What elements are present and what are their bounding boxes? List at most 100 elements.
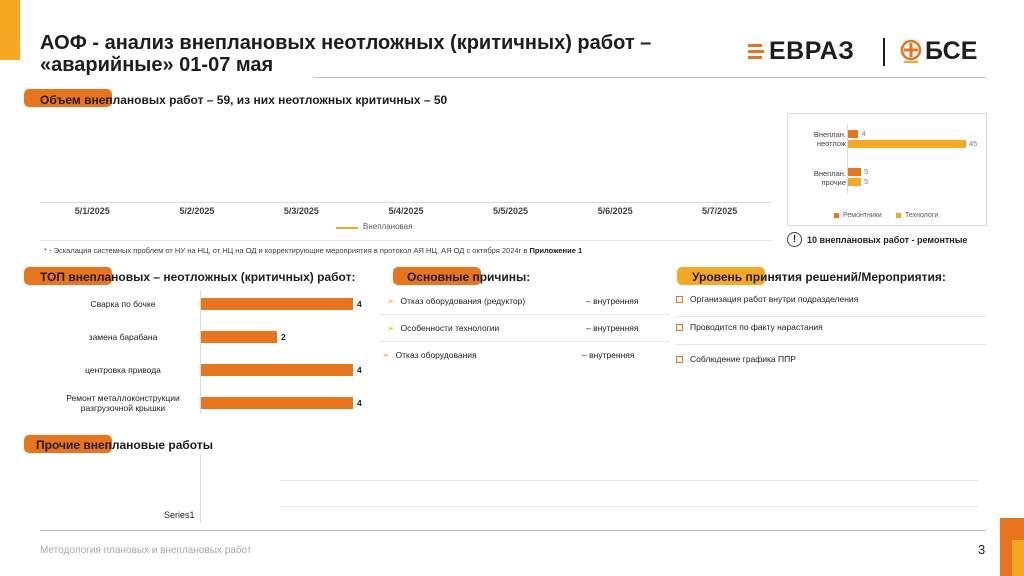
side-chart-bar [848, 168, 862, 176]
top-chart-value-label: 4 [357, 365, 362, 375]
section-top-marker [24, 267, 112, 285]
main-chart-x-label: 5/3/2025 [283, 206, 319, 216]
top-chart-category-label: центровка привода [48, 365, 198, 375]
repair-note-text: 10 внеплановых работ - ремонтные [807, 234, 968, 245]
section-volume-marker [24, 89, 112, 107]
main-chart-legend-line [336, 227, 358, 229]
legend-label-repair: Ремонтники [843, 212, 882, 219]
side-chart-bar [848, 140, 966, 148]
other-chart-gridline [280, 506, 978, 507]
cause-item: ➢ Отказ оборудования [382, 350, 477, 361]
measure-item: Организация работ внутри подразделения [676, 294, 858, 304]
accent-tab [0, 0, 20, 60]
top-chart-bar [201, 364, 353, 376]
main-chart-x-label: 5/6/2025 [597, 206, 633, 216]
page-number: 3 [978, 542, 986, 557]
side-chart-bar [848, 178, 862, 186]
cause-item: ➢ Отказ оборудования (редуктор) [387, 296, 525, 307]
arrow-bullet-icon: ➢ [382, 350, 390, 360]
top-chart-category-line: разгрузочной крышки [80, 403, 166, 413]
side-chart-category-2-line-2: прочие [821, 178, 846, 187]
side-chart-value-label: 4 [861, 129, 866, 138]
measure-item: Соблюдение графика ППР [676, 354, 796, 364]
cause-type: – внутренняя [586, 323, 639, 333]
section-causes-marker [393, 267, 481, 285]
top-chart-category-label: Сварка по бочке [48, 299, 198, 309]
cause-text: Отказ оборудования [395, 350, 477, 360]
side-chart-category-1-line-2: неотлож [816, 139, 846, 148]
cause-divider [380, 341, 670, 342]
cause-text: Отказ оборудования (редуктор) [400, 296, 526, 306]
arrow-bullet-icon: ➢ [387, 296, 395, 306]
top-chart-bar [201, 331, 277, 343]
main-chart-x-label: 5/1/2025 [74, 206, 110, 216]
top-chart-axis [200, 290, 201, 414]
footnote: * - Эскалация системных проблем от НУ на… [44, 246, 582, 255]
footer-text: Методология плановых и внеплановых работ [40, 545, 252, 556]
cause-item: ➢ Особенности технологии [387, 323, 499, 334]
side-chart-legend-repair: Ремонтники [834, 212, 882, 219]
side-chart-axis [847, 124, 848, 194]
main-chart-x-label: 5/5/2025 [493, 206, 529, 216]
corner-accent-yellow [1012, 540, 1024, 576]
side-chart-category-1-line-1: Внеплан. [813, 130, 846, 139]
checkbox-bullet-icon [676, 355, 683, 363]
side-chart-category-2-line-1: Внеплан. [813, 169, 846, 178]
other-chart-series-label: Series1 [164, 510, 195, 520]
bse-logo-emblem [900, 39, 922, 63]
section-measures-marker [677, 267, 765, 285]
side-chart-bar [848, 130, 859, 138]
checkbox-bullet-icon [676, 295, 683, 303]
evraz-logo: ЕВРАЗ [748, 37, 854, 66]
measure-text: Организация работ внутри подразделения [690, 294, 859, 304]
exclamation-icon: ! [787, 232, 802, 247]
cause-text: Особенности технологии [400, 323, 500, 333]
page-title-line-2: «аварийные» 01-07 мая [40, 54, 274, 76]
measure-divider [676, 316, 986, 317]
section-volume-title: Объем внеплановых работ – 59, из них нео… [40, 93, 448, 107]
measure-text: Соблюдение графика ППР [690, 354, 796, 364]
legend-swatch-tech [896, 213, 901, 218]
top-chart-value-label: 2 [281, 332, 286, 342]
footer-divider [40, 530, 986, 531]
bse-logo-text: БСЕ [925, 37, 978, 65]
measure-divider [676, 344, 986, 345]
measure-text: Проводится по факту нарастания [690, 322, 823, 332]
side-chart-value-label: 45 [969, 139, 978, 148]
checkbox-bullet-icon [676, 323, 683, 331]
top-chart-category-line: центровка привода [85, 365, 161, 375]
evraz-logo-text: ЕВРАЗ [769, 37, 855, 65]
section-causes-title: Основные причины: [407, 270, 531, 284]
cause-type: – внутренняя [586, 296, 639, 306]
top-chart-category-label: замена барабана [48, 332, 198, 342]
arrow-bullet-icon: ➢ [387, 323, 395, 333]
side-chart-category-1: Внеплан. неотлож [796, 130, 846, 148]
top-chart-bar [201, 397, 353, 409]
header-divider [313, 77, 986, 78]
bse-logo: БСЕ [900, 37, 977, 66]
page-title-line-1: АОФ - анализ внеплановых неотложных (кри… [40, 32, 652, 54]
footnote-appendix-link: Приложение 1 [529, 246, 583, 255]
repair-note: ! 10 внеплановых работ - ремонтные [787, 232, 967, 247]
top-chart-category-line: замена барабана [88, 332, 158, 342]
top-chart-value-label: 4 [357, 299, 362, 309]
logo-separator [883, 38, 885, 66]
main-chart-x-label: 5/4/2025 [388, 206, 424, 216]
top-chart-bar [201, 298, 353, 310]
top-chart-category-label: Ремонт металлоконструкции разгрузочной кр… [48, 393, 198, 413]
other-chart-axis [200, 455, 201, 523]
measure-item: Проводится по факту нарастания [676, 322, 823, 332]
main-chart-divider [40, 240, 772, 241]
footnote-text: * - Эскалация системных проблем от НУ на… [44, 246, 530, 255]
section-other-marker [24, 435, 112, 453]
legend-swatch-repair [834, 213, 839, 218]
cause-type: – внутренняя [582, 350, 635, 360]
section-other-title: Прочие внеплановые работы [36, 438, 213, 452]
page-title: АОФ - анализ внеплановых неотложных (кри… [40, 32, 720, 76]
main-chart-axis [40, 202, 772, 203]
side-chart-category-2: Внеплан. прочие [796, 169, 846, 187]
side-chart-value-label: 5 [864, 167, 869, 176]
main-chart-x-label: 5/7/2025 [702, 206, 738, 216]
top-chart-value-label: 4 [357, 398, 362, 408]
side-chart-value-label: 5 [864, 177, 869, 186]
